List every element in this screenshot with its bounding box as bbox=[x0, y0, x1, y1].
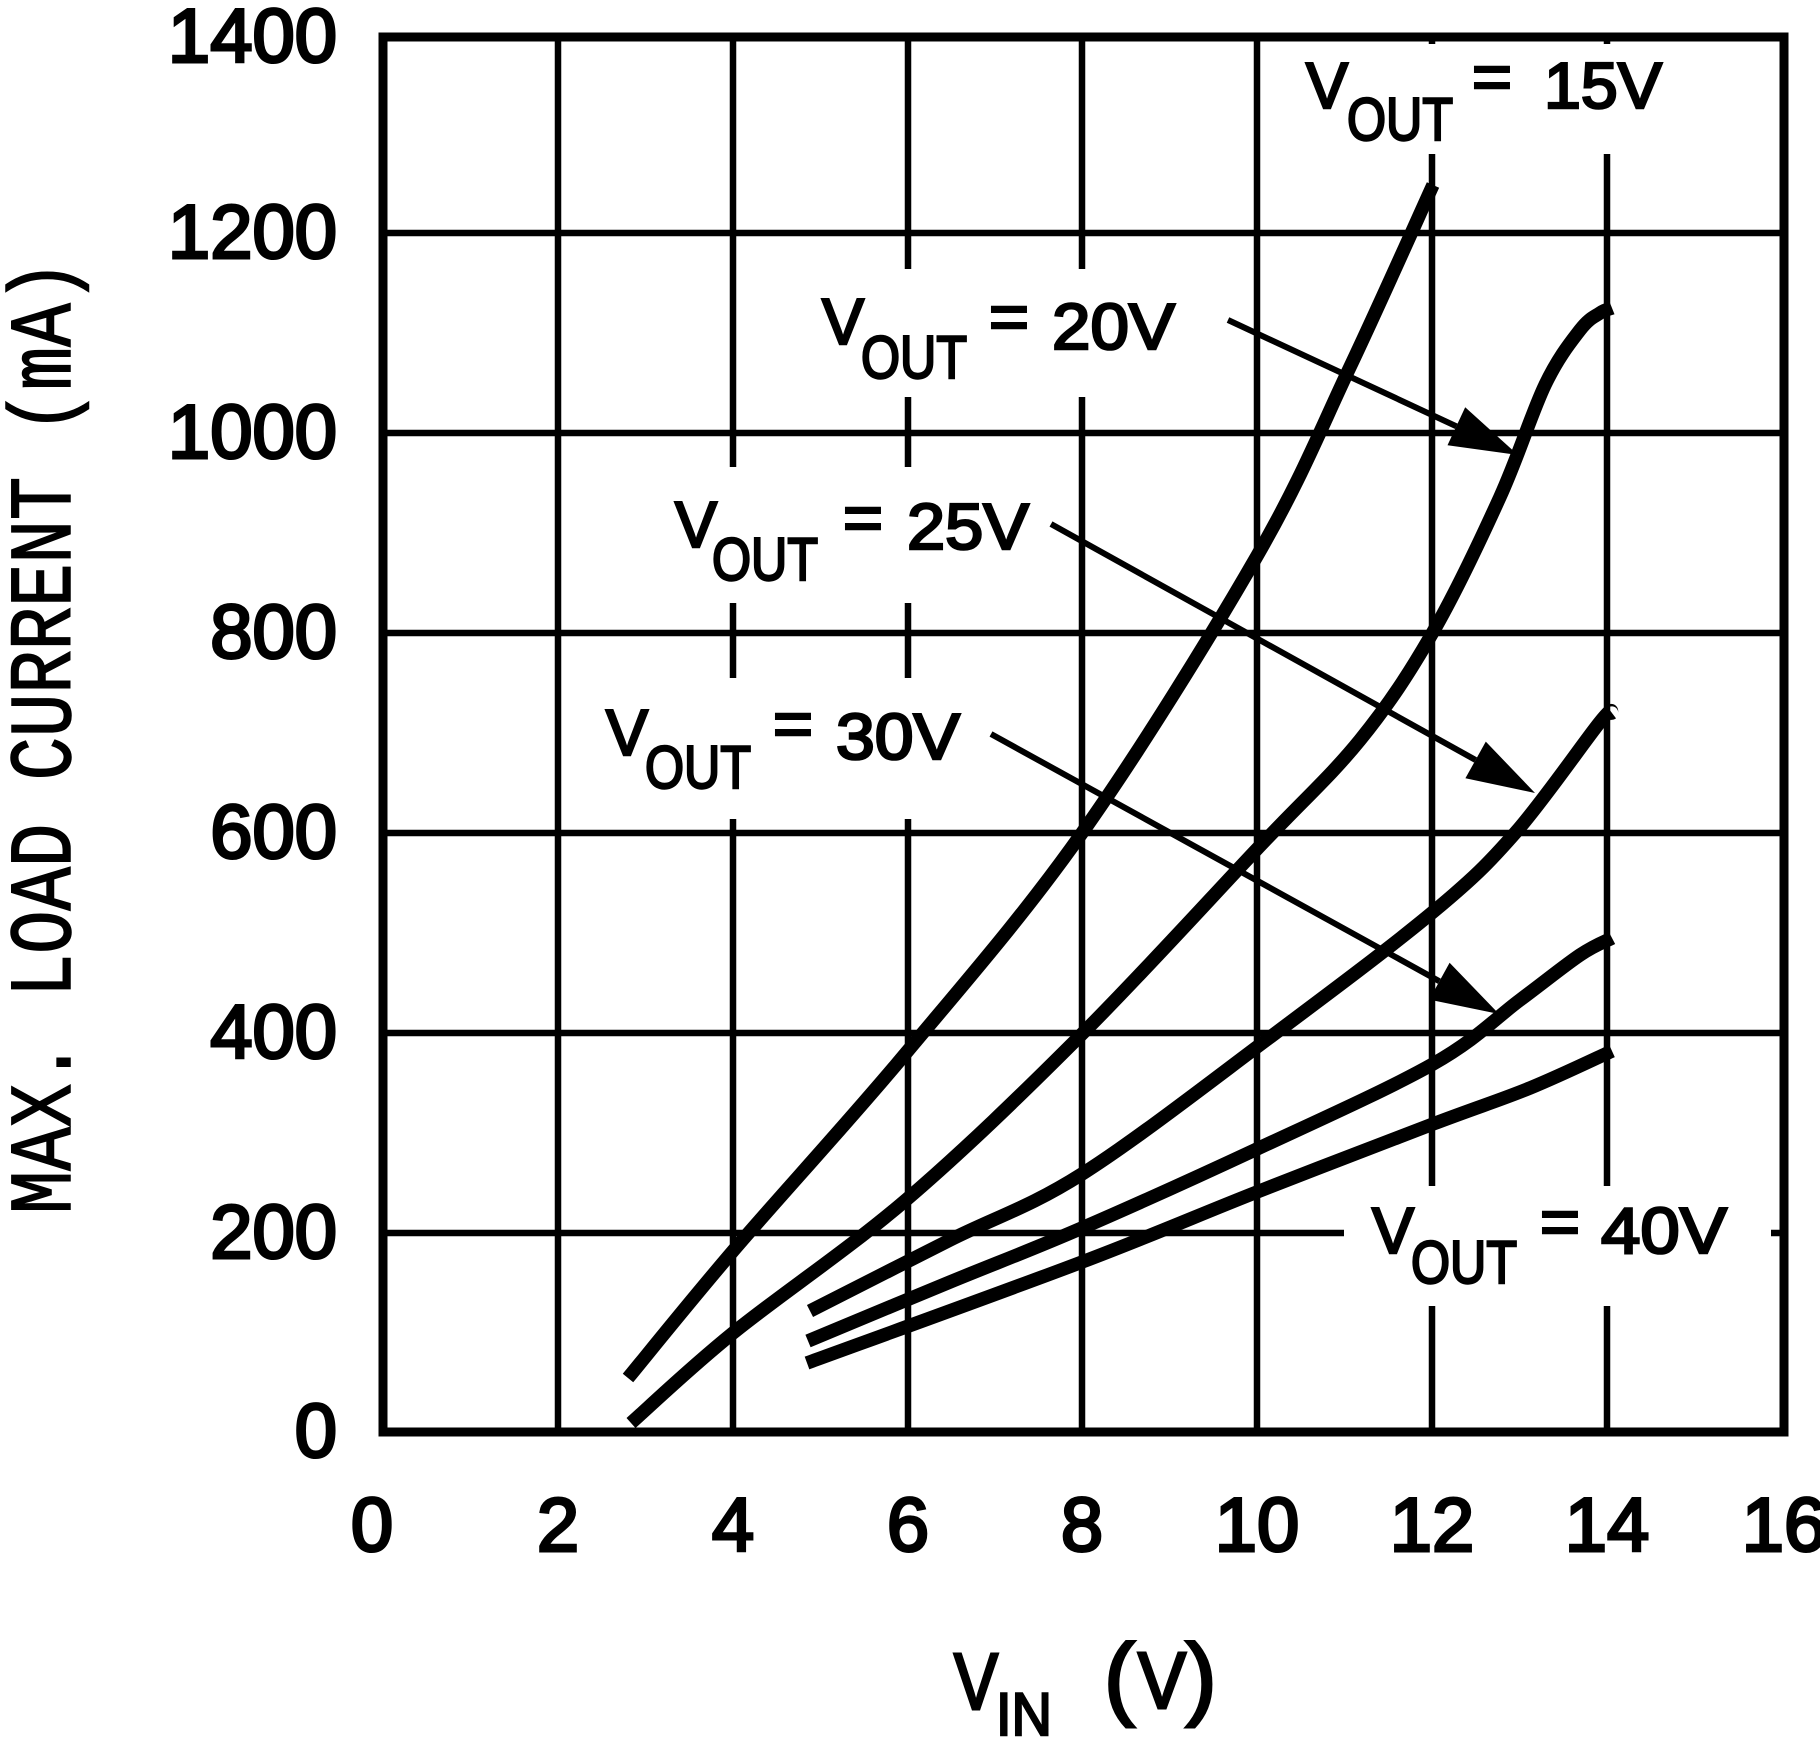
svg-text:=: = bbox=[1540, 1185, 1580, 1258]
svg-text:V: V bbox=[1372, 1194, 1415, 1267]
svg-text:8: 8 bbox=[1061, 1483, 1103, 1568]
svg-text:OUT: OUT bbox=[1411, 1229, 1517, 1296]
svg-text:IN: IN bbox=[996, 1681, 1052, 1737]
svg-text:(: ( bbox=[1104, 1626, 1135, 1728]
svg-text:6: 6 bbox=[887, 1483, 929, 1568]
svg-text:400: 400 bbox=[210, 990, 337, 1075]
svg-text:20V: 20V bbox=[1052, 290, 1176, 363]
svg-text:1000: 1000 bbox=[168, 390, 337, 475]
svg-text:MAX. LOAD CURRENT (mA): MAX. LOAD CURRENT (mA) bbox=[0, 260, 97, 1214]
svg-text:15V: 15V bbox=[1544, 49, 1663, 122]
svg-text:V: V bbox=[954, 1637, 999, 1726]
svg-text:0: 0 bbox=[351, 1483, 393, 1568]
svg-text:V: V bbox=[1306, 49, 1349, 122]
svg-text:OUT: OUT bbox=[712, 526, 818, 593]
svg-text:25V: 25V bbox=[907, 490, 1030, 563]
svg-text:10: 10 bbox=[1215, 1483, 1300, 1568]
svg-text:12: 12 bbox=[1390, 1483, 1475, 1568]
svg-text:2: 2 bbox=[537, 1483, 579, 1568]
svg-text:V: V bbox=[675, 488, 718, 561]
svg-text:4: 4 bbox=[712, 1483, 754, 1568]
svg-text:200: 200 bbox=[210, 1190, 337, 1275]
svg-text:=: = bbox=[773, 687, 813, 760]
svg-text:OUT: OUT bbox=[1347, 86, 1453, 153]
svg-text:1200: 1200 bbox=[168, 190, 337, 275]
svg-text:=: = bbox=[1472, 40, 1512, 113]
svg-text:=: = bbox=[843, 481, 883, 554]
svg-text:OUT: OUT bbox=[861, 324, 967, 391]
svg-text:800: 800 bbox=[210, 590, 337, 675]
svg-text:40V: 40V bbox=[1601, 1194, 1728, 1267]
svg-text:0: 0 bbox=[295, 1389, 337, 1474]
svg-text:): ) bbox=[1186, 1626, 1217, 1728]
svg-text:1400: 1400 bbox=[168, 0, 337, 79]
svg-text:OUT: OUT bbox=[645, 734, 751, 801]
svg-text:V: V bbox=[822, 285, 865, 358]
svg-text:14: 14 bbox=[1565, 1483, 1650, 1568]
svg-text:30V: 30V bbox=[836, 700, 961, 773]
svg-text:=: = bbox=[989, 280, 1029, 353]
svg-text:V: V bbox=[1138, 1636, 1187, 1725]
svg-text:600: 600 bbox=[210, 790, 337, 875]
svg-text:V: V bbox=[606, 696, 649, 769]
svg-text:16: 16 bbox=[1742, 1483, 1820, 1568]
